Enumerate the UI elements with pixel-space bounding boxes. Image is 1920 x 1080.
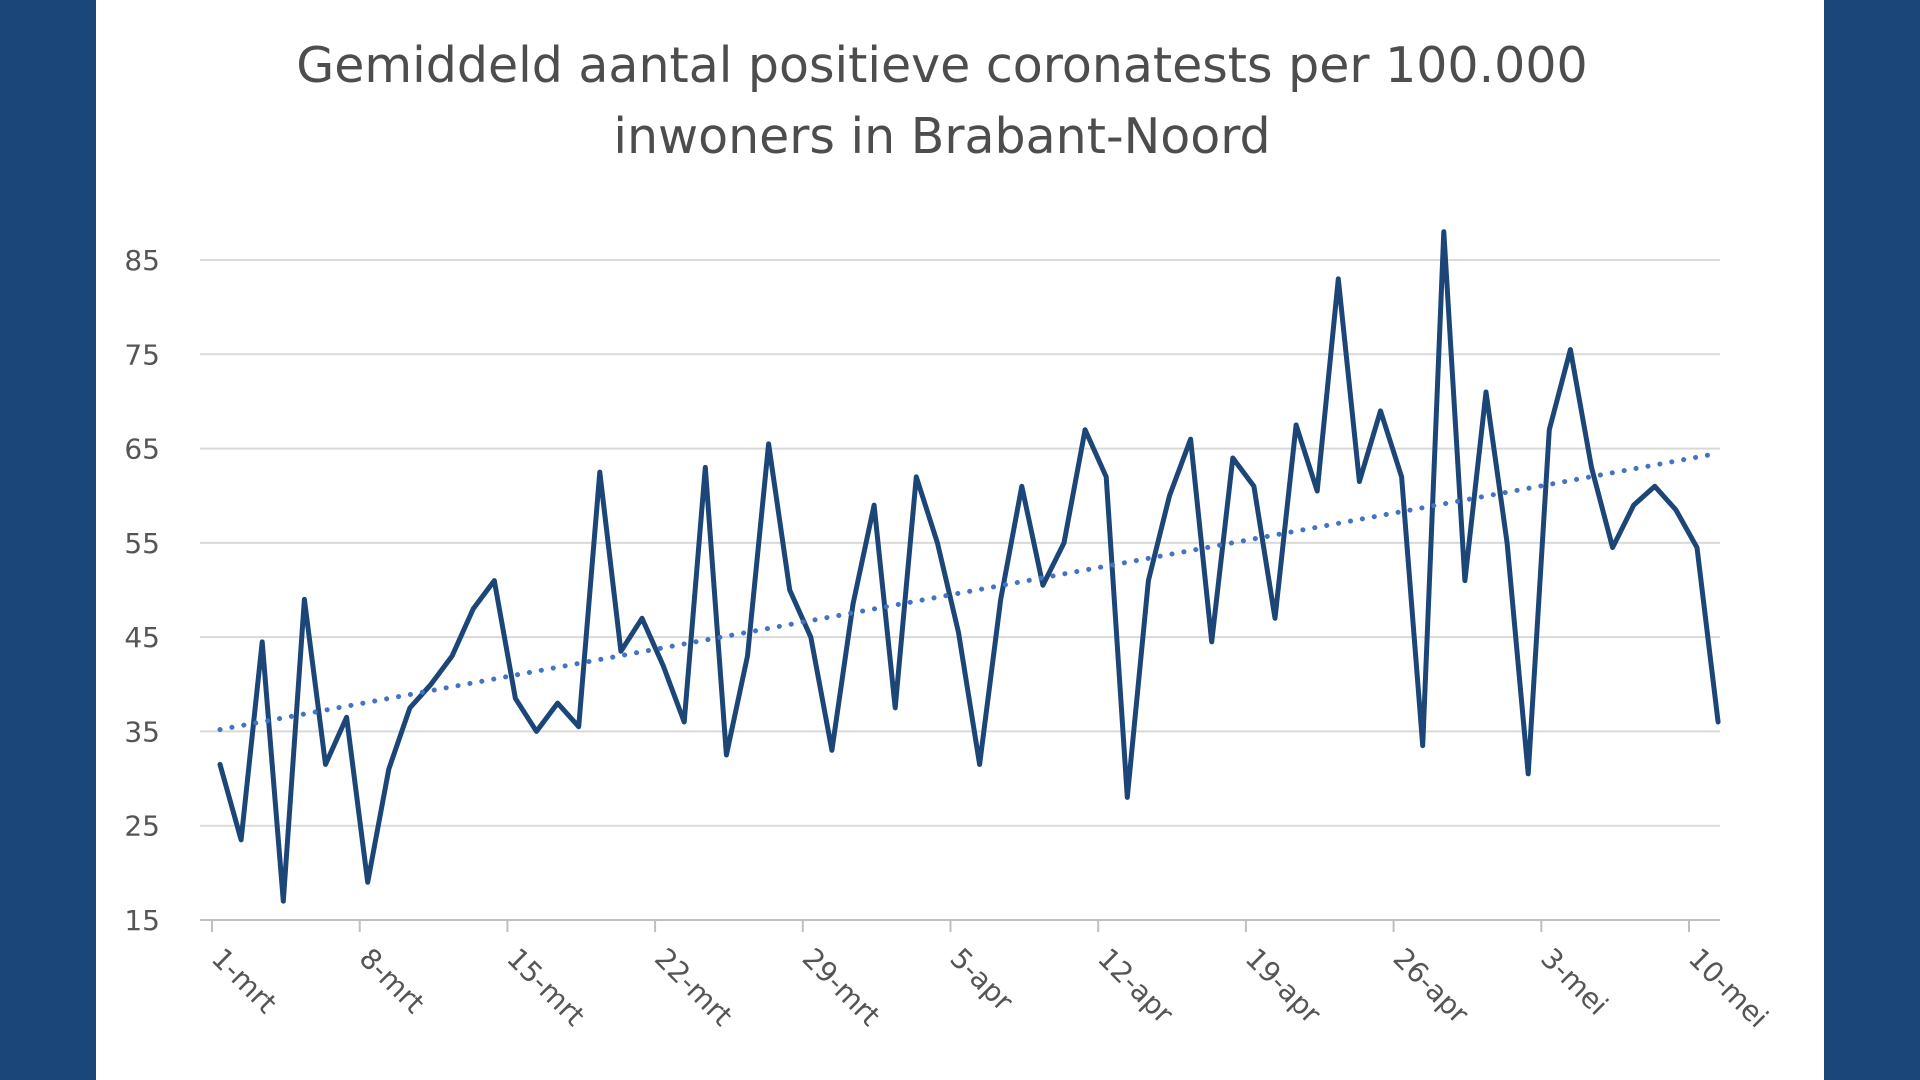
x-tick-label: 19-apr [1239, 942, 1328, 1031]
x-tick-label: 29-mrt [796, 942, 887, 1033]
x-tick-label: 10-mei [1682, 942, 1775, 1035]
y-tick-label: 45 [124, 621, 160, 654]
series-line [217, 229, 1721, 904]
y-tick-label: 65 [124, 433, 160, 466]
y-tick-label: 15 [124, 904, 160, 937]
chart-title-line-1: Gemiddeld aantal positieve coronatests p… [296, 37, 1588, 94]
x-tick-label: 3-mei [1534, 942, 1614, 1022]
x-tick-label: 5-apr [944, 942, 1020, 1018]
x-tick-label: 15-mrt [500, 942, 591, 1033]
y-tick-label: 85 [124, 244, 160, 277]
y-tick-label: 55 [124, 527, 160, 560]
y-tick-label: 35 [124, 715, 160, 748]
x-tick-label: 22-mrt [648, 942, 739, 1033]
chart-title-line-2: inwoners in Brabant-Noord [613, 108, 1271, 165]
x-tick-label: 1-mrt [205, 942, 283, 1020]
chart-panel: Gemiddeld aantal positieve coronatests p… [96, 0, 1824, 1080]
x-tick-label: 26-apr [1387, 942, 1476, 1031]
chart-title: Gemiddeld aantal positieve coronatests p… [96, 30, 1788, 172]
y-tick-label: 75 [124, 338, 160, 371]
line-chart: 15 25 35 45 55 65 75 85 1-mrt 8-mrt 15-mrt 22-mrt 29… [124, 229, 1775, 1035]
x-tick-label: 12-apr [1091, 942, 1180, 1031]
x-tick-label: 8-mrt [353, 942, 431, 1020]
trend-line [217, 450, 1721, 733]
y-tick-label: 25 [124, 810, 160, 843]
